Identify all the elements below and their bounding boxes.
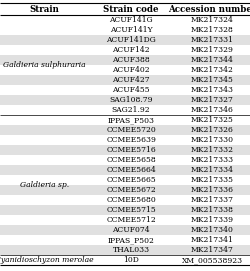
Text: ACUF388: ACUF388 xyxy=(112,56,150,64)
Text: MK217328: MK217328 xyxy=(190,26,232,34)
Text: MK217347: MK217347 xyxy=(190,246,232,254)
Text: MK217344: MK217344 xyxy=(190,56,232,64)
Text: MK217339: MK217339 xyxy=(190,216,233,224)
Text: ACUF427: ACUF427 xyxy=(112,76,149,84)
Text: ACUF455: ACUF455 xyxy=(112,86,149,94)
Text: Strain code: Strain code xyxy=(103,5,158,14)
Text: CCMEE5665: CCMEE5665 xyxy=(106,176,156,184)
Text: SAG21.92: SAG21.92 xyxy=(112,106,150,114)
Text: MK217327: MK217327 xyxy=(190,96,232,104)
Text: MK217331: MK217331 xyxy=(190,36,233,44)
Bar xyxy=(0,75,250,85)
Text: Accession number: Accession number xyxy=(167,5,250,14)
Text: Galdieria sulphuraria: Galdieria sulphuraria xyxy=(3,61,86,69)
Text: MK217341: MK217341 xyxy=(190,236,232,244)
Text: CCMEE5715: CCMEE5715 xyxy=(106,206,156,214)
Text: CCMEE5680: CCMEE5680 xyxy=(106,196,156,204)
Bar xyxy=(0,225,250,235)
Bar xyxy=(0,205,250,215)
Text: CCMEE5712: CCMEE5712 xyxy=(106,216,156,224)
Bar xyxy=(0,35,250,45)
Text: MK217337: MK217337 xyxy=(190,196,233,204)
Text: MK217338: MK217338 xyxy=(190,206,233,214)
Text: IPPAS_P502: IPPAS_P502 xyxy=(107,236,154,244)
Text: CCMEE5658: CCMEE5658 xyxy=(106,156,156,164)
Text: IPPAS_P503: IPPAS_P503 xyxy=(107,116,154,124)
Text: XM_005538923: XM_005538923 xyxy=(181,256,242,264)
Text: MK217324: MK217324 xyxy=(190,16,232,24)
Text: Galdieria sp.: Galdieria sp. xyxy=(20,181,69,189)
Text: Cyanidioschyzon merolae: Cyanidioschyzon merolae xyxy=(0,256,94,264)
Bar xyxy=(0,145,250,155)
Text: ACUF142: ACUF142 xyxy=(112,46,149,54)
Text: ACUF141G: ACUF141G xyxy=(109,16,152,24)
Text: Strain: Strain xyxy=(30,5,59,14)
Text: MK217334: MK217334 xyxy=(190,166,233,174)
Text: ACUF141Y: ACUF141Y xyxy=(110,26,152,34)
Text: MK217325: MK217325 xyxy=(190,116,232,124)
Bar xyxy=(0,245,250,255)
Text: THAL033: THAL033 xyxy=(112,246,149,254)
Text: MK217329: MK217329 xyxy=(190,46,232,54)
Text: MK217343: MK217343 xyxy=(190,86,233,94)
Bar xyxy=(0,185,250,195)
Text: SAG108.79: SAG108.79 xyxy=(109,96,152,104)
Text: MK217346: MK217346 xyxy=(190,106,232,114)
Text: CCMEE5720: CCMEE5720 xyxy=(106,126,156,134)
Text: MK217326: MK217326 xyxy=(190,126,232,134)
Bar xyxy=(0,55,250,65)
Text: CCMEE5664: CCMEE5664 xyxy=(106,166,156,174)
Text: CCMEE5716: CCMEE5716 xyxy=(106,146,156,154)
Text: ACUF074: ACUF074 xyxy=(112,226,149,234)
Text: MK217342: MK217342 xyxy=(190,66,232,74)
Bar xyxy=(0,95,250,105)
Text: MK217332: MK217332 xyxy=(190,146,233,154)
Text: MK217336: MK217336 xyxy=(190,186,233,194)
Text: MK217330: MK217330 xyxy=(190,136,233,144)
Text: CCMEE5639: CCMEE5639 xyxy=(106,136,156,144)
Text: MK217340: MK217340 xyxy=(190,226,232,234)
Text: MK217333: MK217333 xyxy=(190,156,233,164)
Text: ACUF141DG: ACUF141DG xyxy=(106,36,156,44)
Text: MK217335: MK217335 xyxy=(190,176,233,184)
Text: 10D: 10D xyxy=(123,256,138,264)
Bar xyxy=(0,165,250,175)
Text: ACUF402: ACUF402 xyxy=(112,66,149,74)
Bar xyxy=(0,125,250,135)
Text: MK217345: MK217345 xyxy=(190,76,232,84)
Text: CCMEE5672: CCMEE5672 xyxy=(106,186,156,194)
